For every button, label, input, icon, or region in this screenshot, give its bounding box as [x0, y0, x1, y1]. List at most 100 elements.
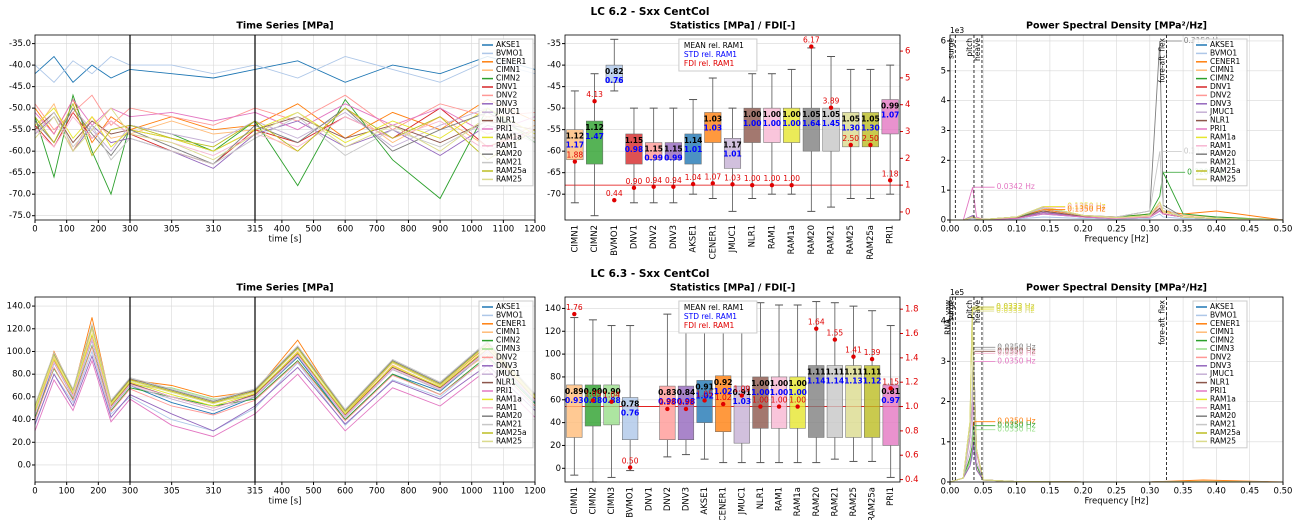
fdi-point [776, 404, 782, 409]
legend-label: RAM21 [496, 158, 522, 167]
y-tick-label: -75.0 [9, 211, 31, 221]
legend-label: CENER1 [1210, 319, 1241, 328]
x-axis-label: Frequency [Hz] [1084, 497, 1148, 507]
y2-tick-label: 0.6 [905, 451, 919, 461]
mean-rel-label: 1.03 [704, 114, 723, 123]
fdi-label: 3.89 [823, 97, 840, 106]
annotation: 0.0350 Hz [997, 348, 1035, 357]
y-tick-label: 60.0 [12, 392, 31, 402]
box [864, 365, 881, 438]
fdi-label: 1.00 [764, 174, 781, 183]
box [622, 397, 639, 440]
y2-tick-label: 1.4 [905, 353, 919, 363]
x-tick-label: JMUC1 [737, 487, 747, 515]
y-tick-label: 40 [550, 418, 561, 428]
y-tick-label: -35.0 [9, 39, 31, 49]
y-tick-label: 1 [941, 437, 946, 447]
legend-label: BVMO1 [496, 48, 523, 57]
legend-label: BVMO1 [496, 310, 523, 319]
legend-label: NLR1 [1210, 116, 1230, 125]
box [723, 138, 742, 169]
y-tick-label: 80.0 [12, 370, 31, 380]
annotation: 0.1350 Hz [1067, 202, 1105, 211]
mean-rel-label: 0.89 [565, 387, 584, 396]
x-tick-label: DNV3 [681, 487, 691, 511]
series-line [34, 107, 536, 161]
fdi-point [730, 182, 735, 187]
legend-label: RAM1a [496, 132, 522, 141]
series-line [34, 107, 536, 152]
x-tick-label: 0.15 [1040, 225, 1059, 235]
std-rel-label: 1.13 [844, 377, 863, 386]
annotation: 0.0333 Hz [996, 302, 1034, 311]
x-tick-label: 600 [337, 487, 353, 497]
x-tick-label: 0 [32, 225, 37, 235]
legend-label: RAM25a [1210, 428, 1241, 437]
x-tick-label: 0.45 [1240, 225, 1259, 235]
box [802, 107, 820, 152]
y2-tick-label: 6 [905, 47, 910, 57]
x-tick-label: JMUC1 [728, 225, 738, 253]
legend-label: MEAN rel. RAM1 [684, 303, 744, 312]
x-tick-label: PRI1 [886, 487, 896, 506]
mean-rel-label: 1.15 [644, 145, 663, 154]
fdi-label: 1.05 [585, 389, 602, 398]
y-tick-label: 5 [941, 66, 946, 76]
legend-label: JMUC1 [495, 369, 520, 378]
legend-label: AKSE1 [496, 302, 521, 311]
std-rel-label: 1.00 [743, 119, 762, 128]
fdi-point [612, 197, 617, 203]
mean-rel-label: 1.00 [788, 379, 807, 388]
legend-label: STD rel. RAM1 [684, 50, 737, 59]
x-axis-label: time [s] [269, 497, 302, 507]
box [704, 112, 722, 143]
panel-title: Statistics [MPa] / FDI[-] [670, 21, 796, 32]
std-rel-label: 0.98 [677, 397, 696, 406]
y-offset-label: 1e3 [950, 26, 964, 35]
x-tick-label: 300 [122, 225, 138, 235]
fdi-point [590, 398, 596, 403]
y-tick-label: 80 [550, 372, 561, 382]
x-tick-label: RAM21 [830, 487, 840, 517]
fdi-point [627, 465, 633, 470]
y2-tick-label: 4 [905, 100, 910, 110]
std-rel-label: 1.47 [585, 132, 604, 141]
fdi-label: 1.00 [771, 396, 788, 405]
legend-label: RAM20 [1210, 149, 1236, 158]
mode-label: fore-aft_flex [1157, 299, 1166, 344]
box [770, 376, 788, 429]
mean-rel-label: 0.82 [605, 67, 624, 76]
fdi-point [665, 406, 670, 412]
x-tick-label: 700 [369, 225, 385, 235]
fdi-point [789, 182, 794, 188]
x-tick-label: 0.15 [1040, 487, 1059, 497]
mean-rel-label: 1.05 [802, 110, 821, 119]
x-tick-label: 300 [122, 487, 138, 497]
mean-rel-label: 1.00 [743, 110, 762, 119]
std-rel-label: 0.99 [644, 154, 663, 163]
x-tick-label: 200 [90, 225, 106, 235]
legend-label: RAM25 [496, 436, 522, 445]
series-line [34, 98, 536, 135]
fdi-label: 0.98 [678, 398, 695, 407]
x-tick-label: 100 [59, 487, 75, 497]
y-tick-label: 3 [941, 126, 946, 136]
x-tick-label: CIMN2 [588, 487, 598, 515]
legend-label: CENER1 [496, 319, 527, 328]
mean-rel-label: 1.11 [807, 368, 826, 377]
fdi-point [690, 181, 696, 187]
x-tick-label: CIMN1 [570, 225, 580, 253]
mean-rel-label: 1.05 [841, 114, 860, 123]
y-tick-label: 0.0 [17, 460, 31, 470]
fdi-label: 1.03 [724, 173, 741, 182]
x-tick-label: NLR1 [756, 487, 766, 509]
y2-tick-label: 3 [905, 127, 910, 137]
x-tick-label: 1100 [493, 487, 515, 497]
legend-label: STD rel. RAM1 [684, 312, 737, 321]
std-rel-label: 1.01 [684, 145, 703, 154]
x-tick-label: 305 [164, 487, 180, 497]
box [882, 384, 899, 446]
y2-tick-label: 0.8 [905, 426, 919, 436]
x-tick-label: RAM25a [868, 487, 878, 520]
fdi-point [848, 142, 853, 148]
